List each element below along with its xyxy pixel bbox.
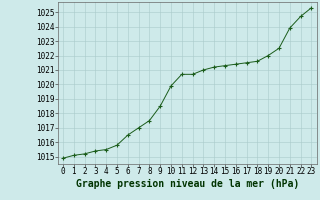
X-axis label: Graphe pression niveau de la mer (hPa): Graphe pression niveau de la mer (hPa) <box>76 179 299 189</box>
